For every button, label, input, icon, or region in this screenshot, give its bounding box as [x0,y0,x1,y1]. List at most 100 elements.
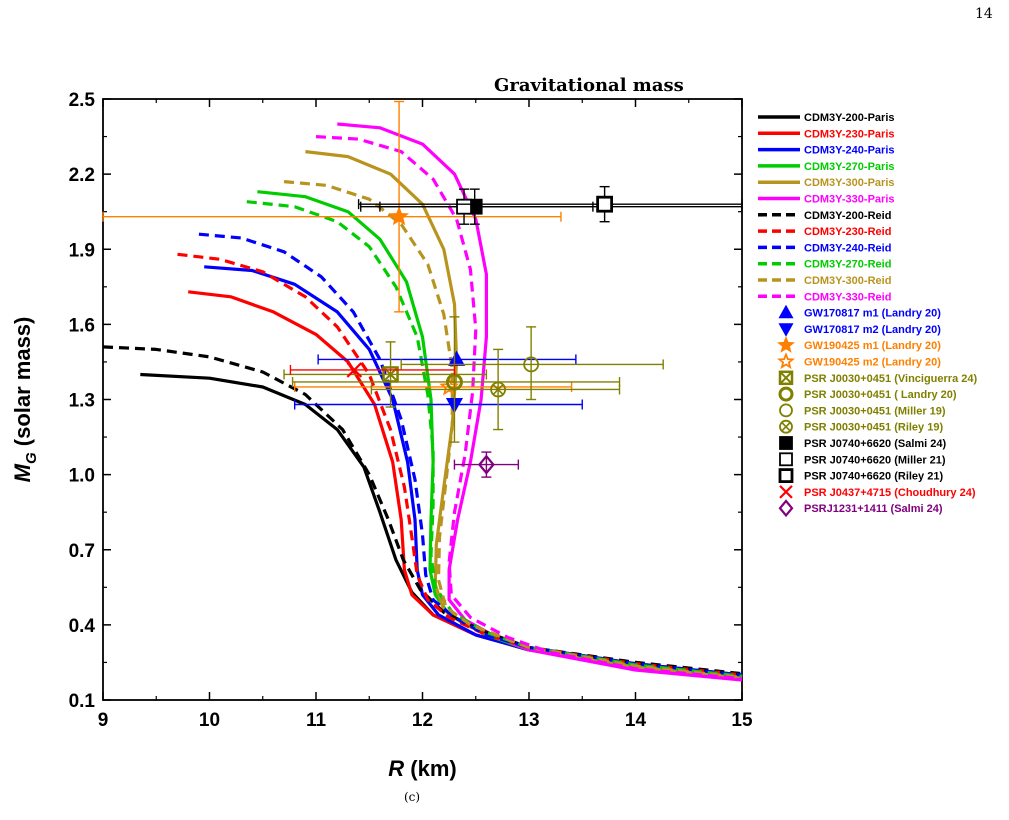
y-tick-label: 1.9 [69,240,95,261]
x-tick-label: 12 [412,710,433,731]
legend-item: PSRJ1231+1411 (Salmi 24) [778,499,943,518]
legend-item: CDM3Y-200-Paris [758,112,895,124]
x-tick-label: 9 [98,710,109,731]
legend-label: GW190425 m1 (Landry 20) [804,340,941,352]
legend-marker [779,452,793,467]
y-tick-label: 2.5 [69,90,96,111]
series-CDM3Y-200-Reid [102,345,743,676]
legend-item: GW190425 m1 (Landry 20) [777,335,941,353]
legend-label: PSR J0740+6620 (Miller 21) [804,454,946,466]
legend-label: PSR J0030+0451 ( Landry 20) [804,389,957,401]
legend-item: PSR J0740+6620 (Miller 21) [779,452,946,467]
cross-shape [779,371,793,385]
legend-label: CDM3Y-300-Reid [804,275,891,287]
legend-item: CDM3Y-200-Reid [758,210,891,222]
legend-label: PSR J0030+0451 (Miller 19) [804,405,946,417]
legend-item: CDM3Y-240-Paris [758,145,895,157]
y-axis-label: MG (solar mass) [10,317,40,483]
y-tick-label: 1.3 [69,391,95,412]
legend-item: CDM3Y-330-Reid [758,291,891,303]
observation-markers [102,100,743,478]
legend-item: GW170817 m1 (Landry 20) [778,304,941,320]
legend-label: PSR J0030+0451 (Riley 19) [804,422,943,434]
square-shape [778,370,794,386]
series-CDM3Y-270-Paris [257,190,743,680]
observation-GW190425 m2 (Landry 20) [294,376,573,396]
legend-marker [779,419,793,434]
legend-label: CDM3Y-230-Reid [804,226,891,238]
legend-label: CDM3Y-270-Paris [804,161,895,173]
legend-item: PSR J0030+0451 (Riley 19) [779,419,943,434]
observation-GW170817 m2 (Landry 20) [294,398,583,414]
data-marker [477,454,495,475]
y-tick-label: 1.6 [69,315,95,336]
legend-item: PSR J0030+0451 (Vinciguerra 24) [778,370,977,386]
legend-item: CDM3Y-270-Paris [758,161,895,173]
data-marker [596,195,614,213]
x-tick-label: 14 [625,710,647,731]
data-marker [490,381,507,398]
plot-frame [102,98,743,701]
legend-marker [778,323,794,337]
cross-shape [781,421,791,432]
x-axis-label: R (km) [388,756,456,781]
x-tick-label: 15 [731,710,753,731]
legend-label: CDM3Y-230-Paris [804,128,895,140]
series-CDM3Y-330-Paris [337,122,743,682]
legend-label: CDM3Y-200-Paris [804,112,895,124]
legend-item: CDM3Y-300-Paris [758,177,895,189]
observation-PSR J0437+4715 (Choudhury 24) [289,362,456,378]
observation-PSR J0740+6620 (Riley 21) [357,185,743,223]
observation-PSR J0030+0451 (Miller 19) [400,326,664,401]
legend-label: CDM3Y-200-Reid [804,210,891,222]
legend-item: CDM3Y-230-Paris [758,128,895,140]
y-tick-label: 0.1 [69,691,96,712]
circle-shape [779,419,793,434]
legend-label: GW190425 m2 (Landry 20) [804,357,941,369]
observation-PSR J0030+0451 (Riley 19) [370,348,621,431]
legend-label: PSR J0437+4715 (Choudhury 24) [804,487,976,499]
legend-label: GW170817 m1 (Landry 20) [804,308,941,320]
legend-item: CDM3Y-230-Reid [758,226,891,238]
x-tick-label: 10 [199,710,220,731]
series-CDM3Y-270-Reid [246,200,743,678]
cross-shape [492,384,504,395]
legend-item: PSR J0030+0451 (Miller 19) [779,403,946,418]
y-tick-label: 2.2 [69,165,95,186]
legend-item: CDM3Y-240-Reid [758,242,891,254]
observation-PSR J0030+0451 ( Landry 20) [291,316,621,443]
observation-PSRJ1231+1411 (Salmi 24) [453,451,520,478]
legend-marker [777,335,795,353]
legend-item: PSR J0740+6620 (Riley 21) [778,468,943,484]
series-CDM3Y-330-Reid [315,135,743,681]
legend-label: CDM3Y-300-Paris [804,177,895,189]
data-marker [456,198,472,215]
legend-label: CDM3Y-240-Reid [804,242,891,254]
y-tick-label: 0.4 [69,616,96,637]
y-tick-label: 0.7 [69,541,95,562]
legend-label: CDM3Y-240-Paris [804,145,895,157]
x-tick-label: 13 [518,710,539,731]
legend-marker [778,370,794,386]
legend-label: CDM3Y-330-Paris [804,194,895,206]
legend-item: PSR J0437+4715 (Choudhury 24) [779,485,976,499]
y-tick-label: 1.0 [69,466,95,487]
legend-marker [779,403,793,418]
legend-label: PSRJ1231+1411 (Salmi 24) [804,503,943,515]
legend-marker [778,386,794,402]
legend-item: CDM3Y-270-Reid [758,259,891,271]
axes: 9 10 11 12 13 14 15 0.1 0.4 0.7 1.0 1.3 1.6 1.9 2.2 2.5… [10,90,753,781]
series-CDM3Y-240-Paris [204,265,743,678]
data-marker [523,356,540,373]
data-marker [389,206,410,226]
legend-label: CDM3Y-330-Reid [804,291,891,303]
legend-label: PSR J0740+6620 (Riley 21) [804,471,943,483]
legend-label: GW170817 m2 (Landry 20) [804,324,941,336]
legend-label: CDM3Y-270-Reid [804,259,891,271]
legend-item: CDM3Y-300-Reid [758,275,891,287]
legend-item: PSR J0030+0451 ( Landry 20) [778,386,957,402]
legend-item: CDM3Y-330-Paris [758,194,895,206]
legend-marker [779,436,793,450]
legend-marker [778,304,794,319]
